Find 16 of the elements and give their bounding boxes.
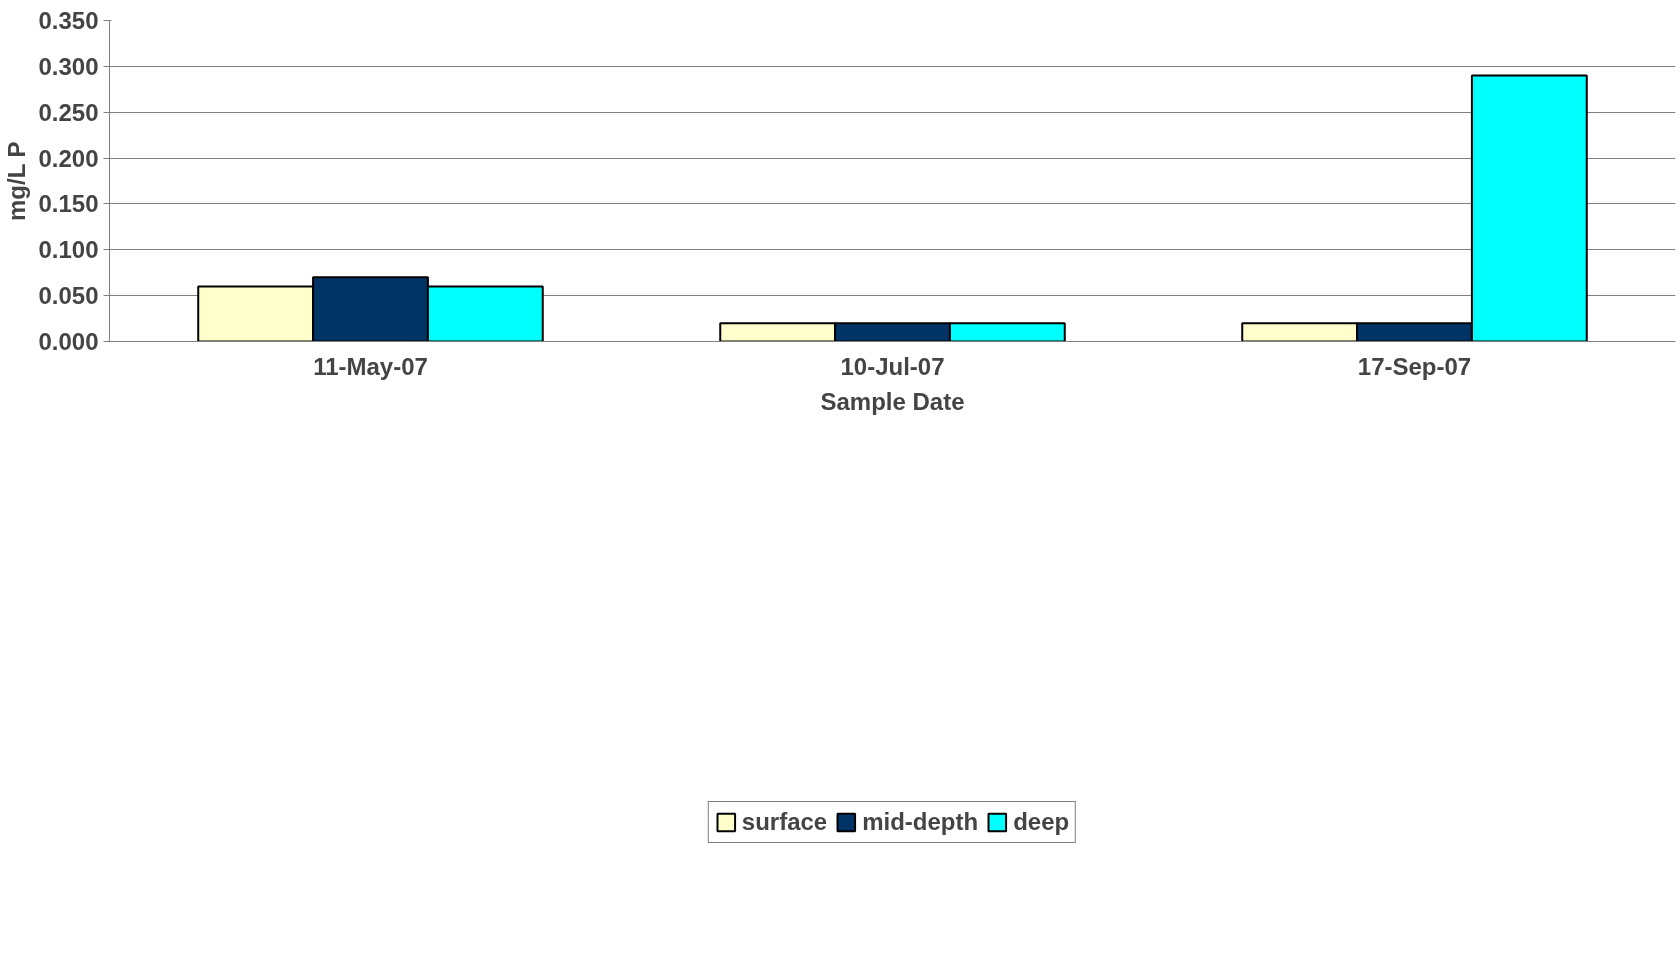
y-tick-label: 0.250 (38, 98, 99, 126)
y-tick-label: 0.200 (38, 144, 99, 172)
x-tick-label: 10-Jul-07 (840, 352, 945, 380)
x-axis-title: Sample Date (820, 387, 965, 415)
legend-label: mid-depth (862, 808, 979, 836)
y-tick-label: 0.300 (38, 52, 99, 80)
legend-label: surface (741, 808, 828, 836)
y-tick-label: 0.350 (38, 7, 99, 34)
y-tick-label: 0.050 (38, 282, 99, 310)
y-tick-label: 0.000 (38, 328, 99, 355)
legend-label: deep (1013, 808, 1070, 836)
y-tick-label: 0.100 (38, 236, 99, 264)
x-tick-label: 11-May-07 (313, 352, 428, 380)
y-tick-label: 0.150 (38, 190, 99, 218)
y-axis-title: mg/L P (3, 141, 31, 221)
x-tick-label: 17-Sep-07 (1357, 352, 1472, 380)
